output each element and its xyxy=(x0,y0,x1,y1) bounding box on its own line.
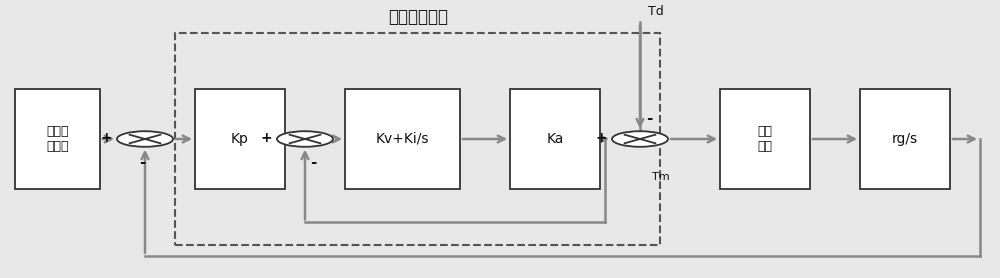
Text: Td: Td xyxy=(648,5,664,18)
Text: -: - xyxy=(646,111,652,126)
Text: +: + xyxy=(260,131,272,145)
Text: +: + xyxy=(595,131,607,145)
Text: Ka: Ka xyxy=(546,132,564,146)
Text: 伺服控制系统: 伺服控制系统 xyxy=(388,8,448,26)
Text: -: - xyxy=(310,155,316,170)
Circle shape xyxy=(117,131,173,147)
Bar xyxy=(345,89,460,189)
Bar xyxy=(860,89,950,189)
Bar xyxy=(175,33,660,245)
Bar xyxy=(15,89,100,189)
Text: Kp: Kp xyxy=(231,132,249,146)
Text: 运动轨
迹指令: 运动轨 迹指令 xyxy=(46,125,69,153)
Circle shape xyxy=(612,131,668,147)
Bar xyxy=(510,89,600,189)
Text: rg/s: rg/s xyxy=(892,132,918,146)
Text: 机械
系统: 机械 系统 xyxy=(758,125,772,153)
Text: +: + xyxy=(100,131,112,145)
Bar xyxy=(195,89,285,189)
Text: Kv+Ki/s: Kv+Ki/s xyxy=(376,132,429,146)
Text: -: - xyxy=(139,155,145,170)
Text: Tm: Tm xyxy=(652,172,670,182)
Bar xyxy=(720,89,810,189)
Circle shape xyxy=(277,131,333,147)
